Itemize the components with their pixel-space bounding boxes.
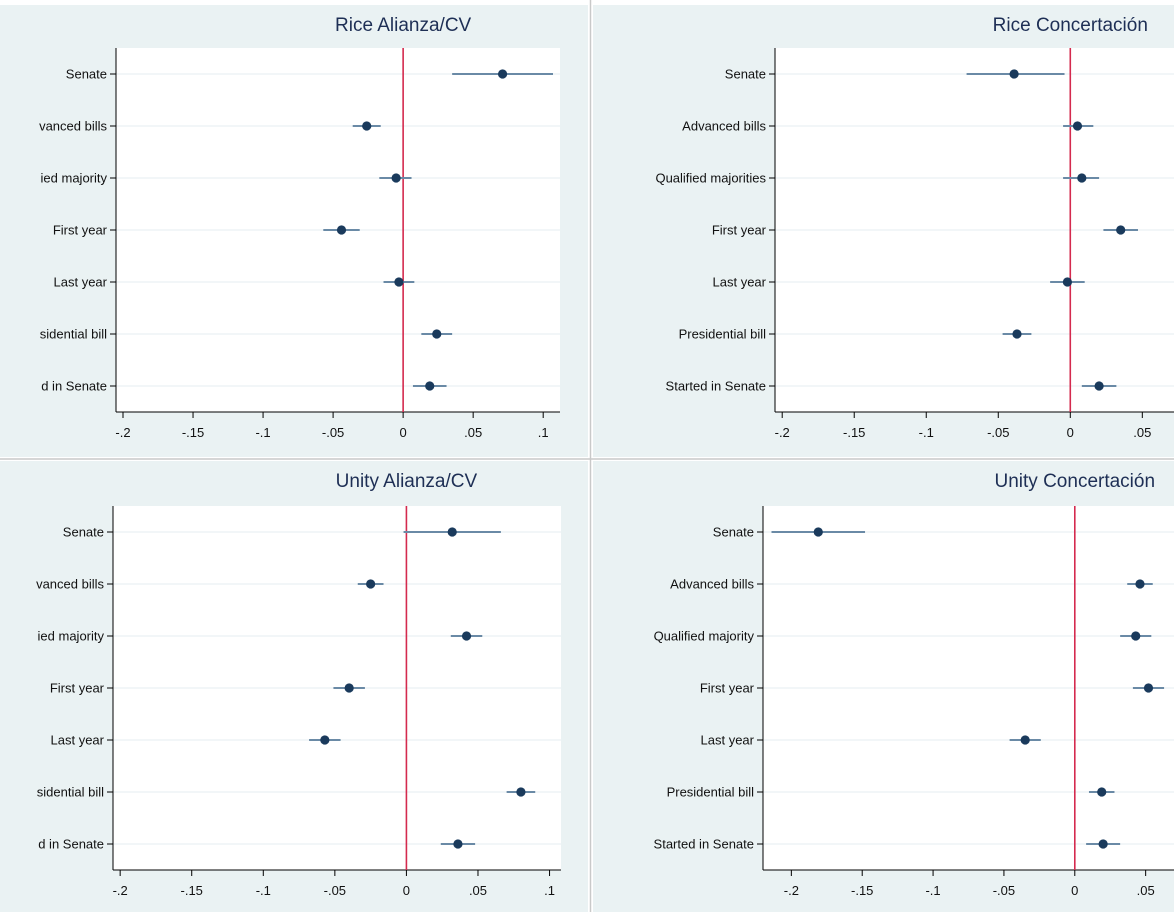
x-tick-label: .05 [1137, 883, 1155, 898]
point-estimate [366, 579, 376, 589]
chart-title: Rice Concertación [993, 15, 1148, 36]
category-label: vanced bills [39, 119, 107, 134]
point-estimate [1098, 839, 1108, 849]
point-estimate [1143, 683, 1154, 693]
x-tick-label: 0 [403, 883, 410, 898]
point-estimate [1062, 277, 1073, 287]
category-label: First year [712, 223, 767, 238]
point-estimate [1009, 69, 1019, 79]
x-tick-label: .05 [1133, 425, 1151, 440]
category-label: First year [53, 223, 108, 238]
point-estimate [1077, 173, 1087, 183]
x-tick-label: -.15 [181, 883, 203, 898]
category-label: Started in Senate [654, 837, 754, 852]
point-estimate [1072, 121, 1083, 131]
category-label: First year [50, 681, 105, 696]
x-tick-label: -.2 [115, 425, 130, 440]
point-estimate [813, 527, 823, 537]
category-label: Advanced bills [682, 119, 766, 134]
panel-2: Rice Concertación -.2 -.15 -.1 -.05 0 .05 Senat… [593, 5, 1174, 457]
category-label: First year [700, 681, 755, 696]
x-tick-label: 0 [1067, 425, 1074, 440]
category-label: Qualified majority [654, 629, 755, 644]
point-estimate [1097, 787, 1107, 797]
point-estimate [1116, 225, 1126, 235]
point-estimate [461, 631, 472, 641]
category-label: Started in Senate [666, 379, 766, 394]
category-label: d in Senate [38, 837, 104, 852]
category-label: Senate [66, 67, 107, 82]
category-label: sidential bill [40, 327, 107, 342]
x-tick-label: .05 [464, 425, 482, 440]
point-estimate [1131, 631, 1141, 641]
point-estimate [344, 683, 354, 693]
panel-3: Unity Alianza/CV -.2 -.15 -.1 -.05 0 .05 .1 Sena… [0, 461, 588, 912]
x-tick-label: 0 [400, 425, 407, 440]
x-tick-label: -.05 [987, 425, 1009, 440]
x-tick-label: -.05 [993, 883, 1015, 898]
panel-1: Rice Alianza/CV -.2 -.15 -.1 -.05 0 .05 .1 Senat… [0, 5, 588, 457]
category-label: ied majority [38, 629, 105, 644]
x-tick-label: .05 [469, 883, 487, 898]
chart-title: Unity Concertación [995, 471, 1156, 492]
x-tick-label: .1 [544, 883, 555, 898]
category-label: Senate [725, 67, 766, 82]
point-estimate [425, 381, 435, 391]
point-estimate [447, 527, 457, 537]
x-tick-label: -.1 [256, 883, 271, 898]
point-estimate [1094, 381, 1104, 391]
x-tick-label: -.1 [925, 883, 940, 898]
category-label: Presidential bill [667, 785, 755, 800]
point-estimate [432, 329, 442, 339]
category-label: Last year [701, 733, 755, 748]
x-tick-label: -.2 [784, 883, 799, 898]
x-tick-label: -.1 [255, 425, 270, 440]
category-label: Last year [54, 275, 108, 290]
x-tick-label: -.1 [919, 425, 934, 440]
x-tick-label: -.2 [113, 883, 128, 898]
chart-title: Rice Alianza/CV [335, 15, 472, 36]
category-label: Senate [713, 525, 754, 540]
category-label: Qualified majorities [655, 171, 766, 186]
point-estimate [362, 121, 372, 131]
point-estimate [320, 735, 330, 745]
panel-4: Unity Concertación -.2 -.15 -.1 -.05 0 .05 Sena… [593, 461, 1174, 912]
category-label: Advanced bills [670, 577, 754, 592]
category-label: Senate [63, 525, 104, 540]
x-tick-label: -.15 [182, 425, 204, 440]
x-tick-label: -.05 [324, 883, 346, 898]
chart-title: Unity Alianza/CV [336, 471, 478, 492]
point-estimate [453, 839, 463, 849]
x-tick-label: -.15 [843, 425, 865, 440]
point-estimate [1135, 579, 1145, 589]
category-label: vanced bills [36, 577, 104, 592]
x-tick-label: .1 [538, 425, 549, 440]
category-label: Last year [51, 733, 105, 748]
point-estimate [497, 69, 508, 79]
category-label: d in Senate [41, 379, 107, 394]
x-tick-label: -.05 [322, 425, 344, 440]
category-label: Presidential bill [679, 327, 767, 342]
category-label: sidential bill [37, 785, 104, 800]
x-tick-label: -.2 [775, 425, 790, 440]
category-label: ied majority [41, 171, 108, 186]
point-estimate [394, 277, 404, 287]
point-estimate [516, 787, 526, 797]
x-tick-label: 0 [1071, 883, 1078, 898]
category-label: Last year [713, 275, 767, 290]
point-estimate [391, 173, 401, 183]
point-estimate [1012, 329, 1022, 339]
x-tick-label: -.15 [851, 883, 873, 898]
point-estimate [1020, 735, 1030, 745]
point-estimate [336, 225, 347, 235]
